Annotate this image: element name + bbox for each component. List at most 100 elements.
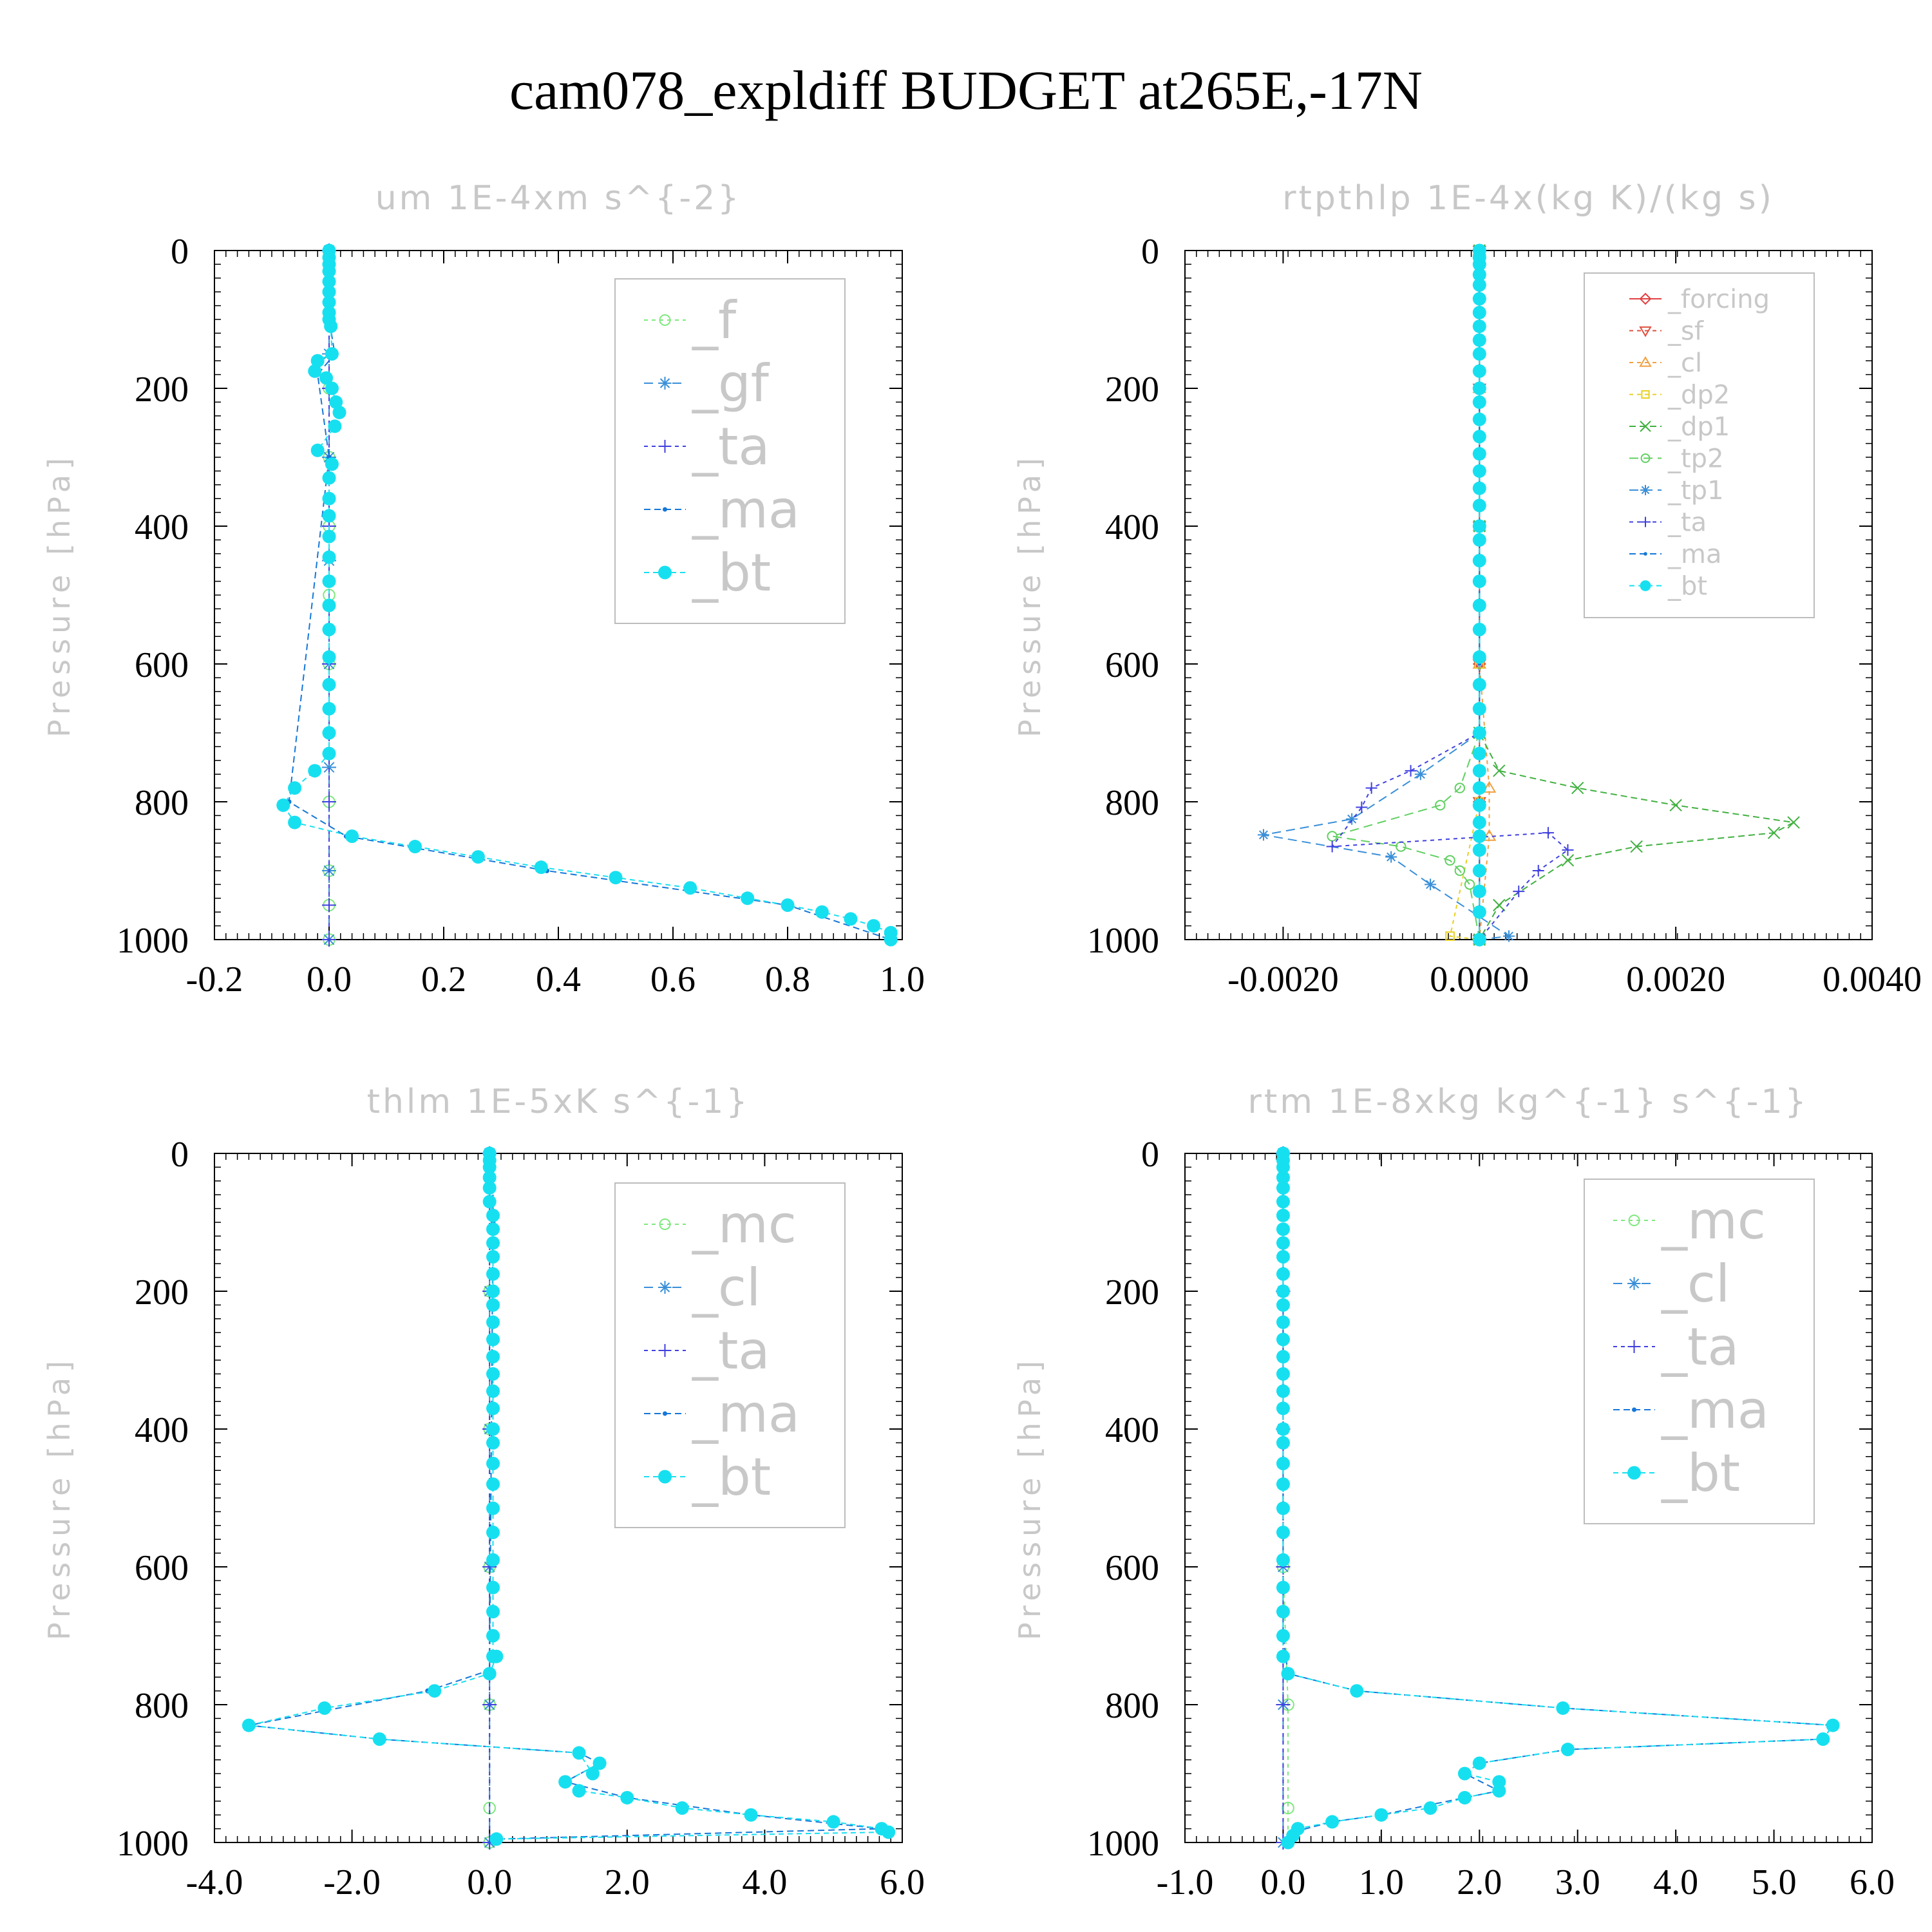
series_bt — [242, 1146, 896, 1846]
data-point — [1276, 1298, 1290, 1312]
data-point — [322, 574, 336, 589]
data-point — [482, 1181, 497, 1195]
data-point — [1503, 930, 1515, 942]
data-point — [1257, 829, 1269, 841]
series_dp1 — [1473, 244, 1800, 946]
data-point — [1472, 726, 1486, 740]
legend-marker — [1640, 485, 1651, 495]
x-tick-label: 0.0000 — [1430, 960, 1529, 999]
legend-marker — [1640, 580, 1651, 591]
data-point — [744, 1808, 758, 1822]
data-point — [867, 919, 880, 933]
series-line — [1282, 1153, 1834, 1843]
legend-marker — [658, 565, 672, 580]
legend-marker — [1627, 1466, 1641, 1480]
x-tick-label: -1.0 — [1157, 1862, 1214, 1902]
data-point — [1472, 598, 1486, 612]
data-point — [1472, 933, 1486, 947]
series_bt — [1472, 243, 1486, 947]
legend-marker — [658, 440, 672, 453]
data-point — [1281, 1835, 1295, 1850]
data-point — [1423, 1801, 1437, 1815]
data-point — [322, 760, 336, 775]
panel-title: thlm 1E-5xK s^{-1} — [367, 1083, 750, 1121]
x-tick-label: 1.0 — [880, 960, 925, 999]
data-point — [1325, 1815, 1340, 1829]
legend-label: _bt — [1661, 1443, 1740, 1503]
legend-marker — [1639, 326, 1652, 337]
data-point — [1374, 1808, 1388, 1822]
data-point — [1454, 865, 1466, 876]
data-point — [1472, 498, 1486, 513]
legend-label: _bt — [1667, 572, 1707, 601]
x-tick-label: 0.6 — [650, 960, 696, 999]
data-point — [1281, 1667, 1295, 1681]
series-line — [1331, 251, 1569, 940]
data-point — [486, 1332, 500, 1347]
data-point — [1457, 1790, 1472, 1804]
data-point — [1472, 781, 1486, 795]
data-point — [322, 295, 336, 309]
data-point — [683, 881, 697, 895]
data-point — [322, 702, 336, 716]
data-point — [322, 509, 336, 523]
series-line — [1332, 251, 1481, 940]
data-point — [486, 1526, 500, 1539]
data-point — [486, 1315, 500, 1329]
data-point — [1472, 257, 1486, 271]
data-point — [1472, 333, 1486, 347]
data-point — [1276, 1477, 1290, 1492]
y-axis-label: Pressure [hPa] — [42, 453, 77, 737]
x-tick-label: 0.0 — [1260, 1862, 1305, 1902]
data-point — [1472, 677, 1486, 692]
data-point — [288, 781, 302, 795]
data-point — [1346, 813, 1358, 825]
data-point — [1276, 1170, 1290, 1184]
plot-frame — [214, 250, 903, 940]
data-point — [1365, 782, 1378, 794]
data-point — [1276, 1553, 1290, 1567]
data-point — [585, 1766, 600, 1781]
data-point — [1276, 1698, 1291, 1712]
x-tick-label: 4.0 — [742, 1862, 787, 1902]
legend-box — [1584, 272, 1815, 618]
legend-label: _ta — [1661, 1317, 1739, 1377]
data-point — [322, 650, 336, 664]
data-point — [486, 1236, 500, 1250]
legend-label: _cl — [1667, 348, 1702, 378]
data-point — [1472, 764, 1486, 778]
legend-label: _ma — [692, 1384, 800, 1444]
data-point — [322, 746, 336, 761]
legend-label: _f — [692, 290, 737, 350]
data-point — [482, 1160, 497, 1174]
data-point — [1493, 764, 1506, 777]
legend-marker — [663, 507, 667, 512]
data-point — [322, 491, 336, 506]
x-tick-label: 2.0 — [1457, 1862, 1502, 1902]
data-point — [486, 1553, 500, 1567]
data-point — [1282, 1801, 1294, 1815]
data-point — [1482, 781, 1497, 793]
legend-label: _ma — [1661, 1380, 1769, 1440]
y-tick-label: 800 — [135, 783, 189, 823]
data-point — [486, 1350, 500, 1364]
y-axis-label: Pressure [hPa] — [42, 1356, 77, 1640]
legend-marker — [659, 314, 671, 326]
data-point — [1276, 1401, 1290, 1416]
data-point — [310, 354, 325, 368]
data-point — [675, 1801, 689, 1815]
data-point — [322, 677, 336, 692]
legend-marker — [1641, 390, 1650, 399]
data-point — [1472, 815, 1486, 829]
data-point — [1669, 799, 1682, 812]
data-point — [1276, 1195, 1290, 1209]
data-point — [486, 1284, 500, 1298]
data-point — [408, 840, 422, 854]
legend: _mc_cl_ta_ma_bt — [614, 1182, 846, 1528]
y-tick-label: 600 — [1105, 1548, 1159, 1588]
data-point — [471, 850, 485, 864]
panel-title: rtm 1E-8xkg kg^{-1} s^{-1} — [1247, 1083, 1808, 1121]
data-point — [1350, 1684, 1364, 1698]
data-point — [1276, 1629, 1290, 1643]
